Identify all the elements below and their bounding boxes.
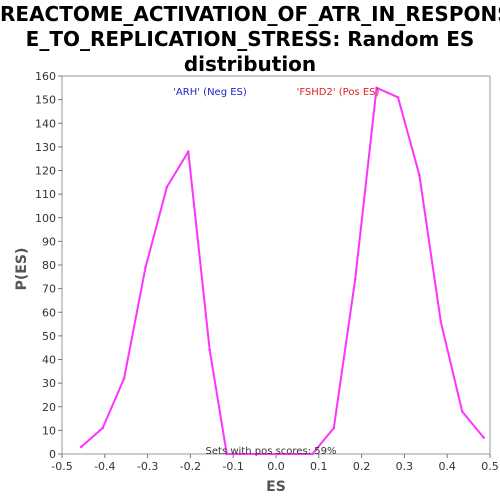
y-tick-label: 100 <box>35 212 56 225</box>
y-axis-title: P(ES) <box>14 248 30 291</box>
data-point <box>122 377 126 380</box>
data-point <box>396 95 400 99</box>
data-point <box>144 266 147 269</box>
y-tick-label: 80 <box>42 259 56 272</box>
chart-title-line-1: REACTOME_ACTIVATION_OF_ATR_IN_RESPONS <box>0 2 500 26</box>
y-tick-label: 150 <box>35 94 56 107</box>
data-point <box>418 173 421 177</box>
data-point <box>482 436 485 439</box>
x-tick-label: -0.2 <box>180 460 201 473</box>
data-point <box>353 277 357 281</box>
x-tick-label: 0.1 <box>310 460 328 473</box>
x-tick-label: 0.0 <box>267 460 285 473</box>
y-tick-label: 90 <box>42 235 56 248</box>
data-point <box>238 452 241 456</box>
y-tick-label: 120 <box>35 165 56 178</box>
x-tick-label: 0.3 <box>396 460 414 473</box>
data-point <box>101 426 104 430</box>
data-point <box>439 320 443 324</box>
data-point <box>375 86 378 90</box>
data-point <box>165 185 169 189</box>
annotation-pos-es: 'FSHD2' (Pos ES) <box>297 87 380 98</box>
data-point <box>208 348 211 352</box>
x-tick-label: 0.4 <box>438 460 456 473</box>
y-tick-label: 0 <box>49 448 56 461</box>
axes: -0.5 -0.4 -0.3 -0.2 -0.1 0.0 0.1 0.2 0.3 0.4 0.5 0 1… <box>35 70 499 473</box>
data-point <box>332 426 336 430</box>
y-tick-label: 110 <box>35 188 56 201</box>
y-tick-label: 140 <box>35 117 56 130</box>
y-tick-label: 50 <box>42 330 56 343</box>
x-tick-label: -0.5 <box>51 460 72 473</box>
annotation-pos-scores: Sets with pos scores: 59% <box>206 446 337 457</box>
data-point <box>225 452 229 456</box>
data-point <box>186 150 190 153</box>
y-tick-label: 40 <box>42 354 56 367</box>
plot-frame <box>61 75 491 455</box>
x-tick-label: 0.5 <box>481 460 499 473</box>
y-tick-label: 30 <box>42 377 56 390</box>
x-axis-title: ES <box>266 479 286 495</box>
x-tick-label: -0.3 <box>137 460 158 473</box>
y-tick-label: 130 <box>35 141 56 154</box>
series-layer <box>79 86 485 456</box>
x-tick-label: -0.1 <box>222 460 243 473</box>
y-tick-label: 20 <box>42 401 56 414</box>
x-tick-label: 0.2 <box>353 460 371 473</box>
data-point <box>460 410 464 413</box>
data-point <box>79 445 83 449</box>
chart-title-line-2: E_TO_REPLICATION_STRESS: Random ES <box>25 27 475 51</box>
y-tick-label: 10 <box>42 424 56 437</box>
chart-title: REACTOME_ACTIVATION_OF_ATR_IN_RESPONS E_… <box>0 2 500 77</box>
y-tick-label: 70 <box>42 283 56 296</box>
annotation-neg-es: 'ARH' (Neg ES) <box>173 87 247 98</box>
y-tick-label: 60 <box>42 306 56 319</box>
chart-title-line-3: distribution <box>183 52 317 76</box>
y-tick-label: 160 <box>35 70 56 83</box>
data-point <box>311 452 314 456</box>
series-line <box>80 86 485 455</box>
x-tick-label: -0.4 <box>94 460 115 473</box>
